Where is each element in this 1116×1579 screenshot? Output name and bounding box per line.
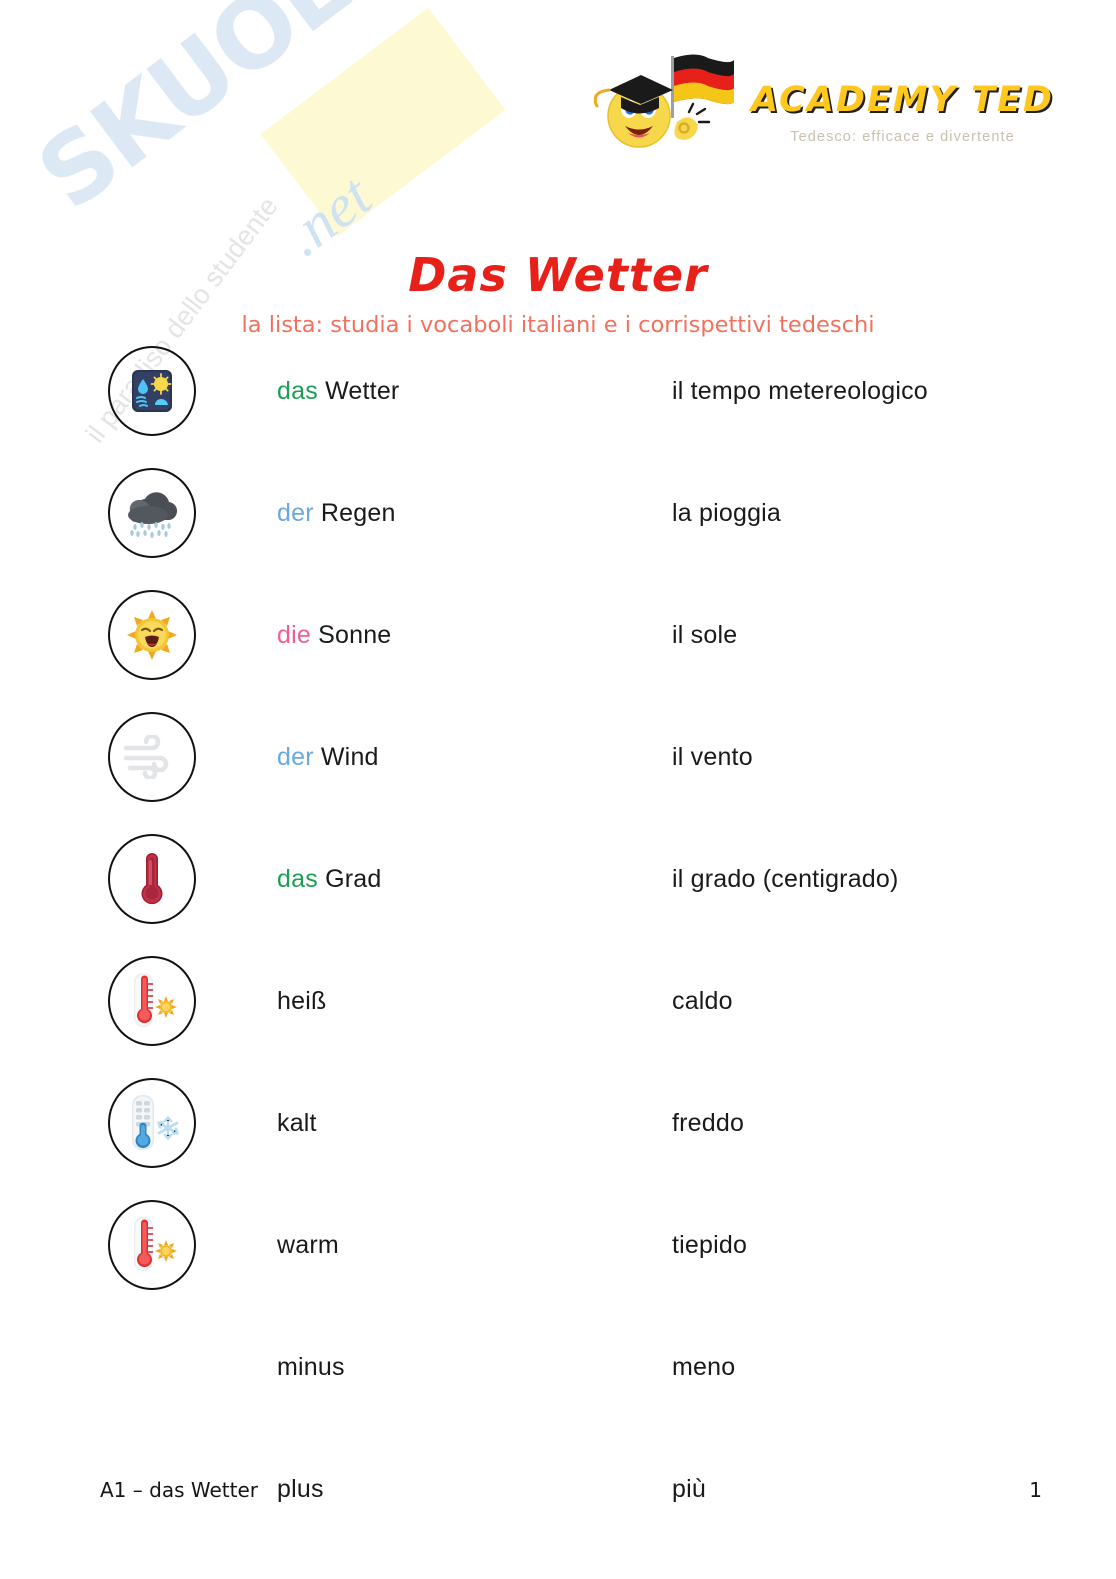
german-term: der Wind xyxy=(277,743,379,772)
smiling-sun-icon xyxy=(126,609,178,661)
italian-translation: più xyxy=(672,1474,706,1503)
vocabulary-row: der Regen la pioggia xyxy=(0,452,1116,574)
german-term: minus xyxy=(277,1353,345,1382)
smiling-sun-icon-badge xyxy=(108,590,196,680)
vocabulary-row: kalt freddo xyxy=(0,1062,1116,1184)
cold-thermometer-snowflake-icon xyxy=(124,1092,180,1154)
wind-icon-badge xyxy=(108,712,196,802)
german-term: das Wetter xyxy=(277,377,399,406)
german-word: kalt xyxy=(277,1108,317,1137)
wind-icon xyxy=(122,735,182,779)
german-word: heiß xyxy=(277,986,327,1015)
german-word: Grad xyxy=(325,864,382,893)
page-title-block: Das Wetter la lista: studia i vocaboli i… xyxy=(0,252,1116,337)
vocabulary-row: das Grad il grado (centigrado) xyxy=(0,818,1116,940)
german-term: die Sonne xyxy=(277,621,391,650)
italian-translation: meno xyxy=(672,1352,736,1381)
italian-translation: tiepido xyxy=(672,1230,748,1259)
cold-thermometer-snowflake-icon-badge xyxy=(108,1078,196,1168)
italian-translation: il sole xyxy=(672,620,738,649)
german-article: der xyxy=(277,742,314,771)
german-word: plus xyxy=(277,1474,324,1503)
brand-text-block: ACADEMY TED Tedesco: efficace e diverten… xyxy=(751,62,1054,145)
german-word: warm xyxy=(277,1230,339,1259)
brand-name: ACADEMY TED xyxy=(751,79,1054,120)
italian-translation: la pioggia xyxy=(672,498,782,527)
graduate-smiley-with-german-flag-icon xyxy=(585,48,735,158)
brand-header: ACADEMY TED Tedesco: efficace e diverten… xyxy=(585,48,1054,158)
footer-label: A1 – das Wetter xyxy=(100,1478,258,1502)
german-term: das Grad xyxy=(277,865,381,894)
german-word: Wind xyxy=(320,742,379,771)
german-word: Sonne xyxy=(318,620,392,649)
vocabulary-row: die Sonne il sole xyxy=(0,574,1116,696)
german-term: heiß xyxy=(277,987,326,1016)
hot-thermometer-sun-icon xyxy=(125,970,179,1032)
vocabulary-row: plus più xyxy=(0,1428,1116,1550)
page-title: Das Wetter xyxy=(408,248,708,302)
brand-tagline: Tedesco: efficace e divertente xyxy=(790,128,1015,145)
page-footer: A1 – das Wetter 1 xyxy=(100,1478,1042,1502)
german-term: der Regen xyxy=(277,499,396,528)
german-word: minus xyxy=(277,1352,345,1381)
red-thermometer-icon-badge xyxy=(108,834,196,924)
vocabulary-row: das Wetter il tempo metereologico xyxy=(0,330,1116,452)
rain-cloud-icon-badge xyxy=(108,468,196,558)
german-article: die xyxy=(277,620,311,649)
watermark-site-name: SKUOLA xyxy=(18,0,425,232)
german-term: kalt xyxy=(277,1109,317,1138)
german-article: der xyxy=(277,498,314,527)
vocabulary-icon-placeholder xyxy=(108,1322,196,1412)
rain-cloud-icon xyxy=(121,484,183,542)
german-word: Wetter xyxy=(325,376,400,405)
vocabulary-list: das Wetter il tempo metereologico der Reg… xyxy=(0,330,1116,1550)
italian-translation: il grado (centigrado) xyxy=(672,864,899,893)
warm-thermometer-sun-icon xyxy=(125,1214,179,1276)
page-subtitle: la lista: studia i vocaboli italiani e i… xyxy=(241,312,875,338)
italian-translation: freddo xyxy=(672,1108,745,1137)
vocabulary-row: minus meno xyxy=(0,1306,1116,1428)
weather-tiles-icon xyxy=(128,367,176,415)
vocabulary-row: warm tiepido xyxy=(0,1184,1116,1306)
hot-thermometer-sun-icon-badge xyxy=(108,956,196,1046)
weather-tiles-icon-badge xyxy=(108,346,196,436)
italian-translation: il vento xyxy=(672,742,753,771)
vocabulary-row: heiß caldo xyxy=(0,940,1116,1062)
warm-thermometer-sun-icon-badge xyxy=(108,1200,196,1290)
page-number: 1 xyxy=(1029,1478,1042,1502)
red-thermometer-icon xyxy=(132,849,172,909)
italian-translation: il tempo metereologico xyxy=(672,376,928,405)
german-article: das xyxy=(277,376,318,405)
watermark-highlight-block xyxy=(260,7,506,237)
german-article: das xyxy=(277,864,318,893)
german-term: warm xyxy=(277,1231,339,1260)
italian-translation: caldo xyxy=(672,986,733,1015)
vocabulary-row: der Wind il vento xyxy=(0,696,1116,818)
german-word: Regen xyxy=(320,498,396,527)
german-term: plus xyxy=(277,1475,324,1504)
